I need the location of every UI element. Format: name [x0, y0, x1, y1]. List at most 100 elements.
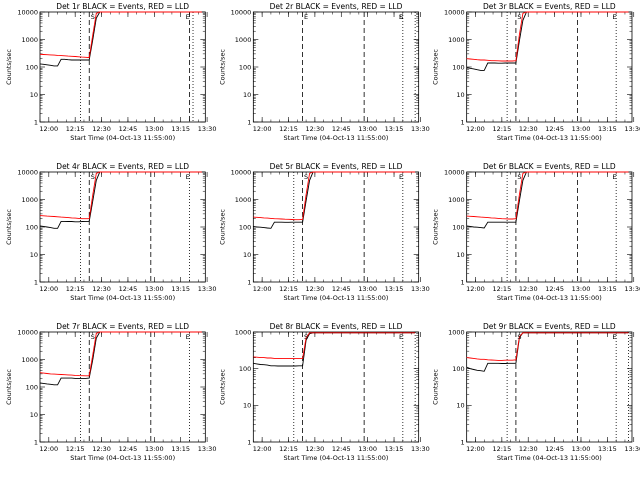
x-tick-label: 12:45	[545, 125, 564, 133]
x-tick-label: 13:00	[145, 125, 164, 133]
x-tick-label: 13:30	[198, 125, 217, 133]
x-tick-label: 12:00	[39, 125, 58, 133]
chart-title: Det 7r BLACK = Events, RED = LLD	[56, 322, 189, 331]
x-tick-label: 12:45	[119, 445, 138, 453]
y-tick-label: 100	[452, 63, 464, 71]
plot-frame	[252, 171, 420, 283]
chart-panel-4: Det 4r BLACK = Events, RED = LLD 1 10 100 10…	[5, 162, 216, 302]
x-tick-label: 13:15	[385, 125, 404, 133]
y-tick-label: 1000	[448, 196, 465, 204]
x-tick-label: 12:30	[306, 125, 325, 133]
x-tick-label: 13:15	[598, 125, 617, 133]
x-tick-label: 13:15	[385, 445, 404, 453]
series-line-lld	[39, 11, 202, 59]
mark-label: S	[517, 333, 521, 341]
series-line-events	[466, 11, 629, 71]
plot-frame	[466, 331, 633, 443]
x-tick-label: 13:00	[358, 285, 377, 293]
y-tick-label: 10000	[17, 328, 38, 336]
y-tick-label: 10	[243, 402, 251, 410]
mark-label: S	[91, 173, 95, 181]
x-tick-label: 13:30	[624, 285, 640, 293]
series-line-events	[39, 171, 202, 229]
x-tick-label: 13:15	[385, 285, 404, 293]
series-line-lld	[253, 171, 416, 221]
y-axis-label: Counts/sec	[5, 209, 13, 245]
x-tick-label: 12:30	[519, 445, 538, 453]
x-tick-label: 13:30	[624, 445, 640, 453]
mark-label: S	[517, 13, 521, 21]
y-tick-label: 1	[247, 118, 251, 126]
y-tick-label: 100	[26, 63, 38, 71]
chart-panel-5: Det 5r BLACK = Events, RED = LLD 1 10 100 10…	[218, 162, 429, 302]
x-axis-label: Start Time (04-Oct-13 11:55:00)	[70, 294, 175, 302]
series-line-events	[466, 332, 629, 372]
mark-label: E	[186, 173, 190, 181]
x-tick-label: 13:30	[198, 285, 217, 293]
x-tick-label: 13:00	[572, 125, 591, 133]
x-tick-label: 13:15	[171, 285, 190, 293]
x-tick-label: 12:15	[279, 285, 298, 293]
y-tick-label: 10000	[17, 168, 38, 176]
x-tick-label: 12:00	[253, 285, 272, 293]
mark-label: S	[304, 333, 308, 341]
x-tick-label: 12:15	[279, 125, 298, 133]
x-axis-label: Start Time (04-Oct-13 11:55:00)	[284, 454, 389, 462]
x-tick-label: 12:00	[253, 125, 272, 133]
chart-title: Det 8r BLACK = Events, RED = LLD	[270, 322, 403, 331]
x-tick-label: 12:30	[92, 285, 111, 293]
series-line-lld	[466, 171, 629, 220]
x-tick-label: 12:45	[332, 125, 351, 133]
y-tick-label: 1000	[21, 356, 38, 364]
mark-label: E	[399, 333, 403, 341]
chart-panel-2: Det 2r BLACK = Events, RED = LLD 1 10 100 10…	[218, 2, 429, 142]
chart-panel-1: Det 1r BLACK = Events, RED = LLD 1 10 100 10…	[5, 2, 216, 142]
chart-title: Det 2r BLACK = Events, RED = LLD	[270, 2, 403, 11]
mark-label: S	[517, 173, 521, 181]
y-tick-label: 1000	[235, 328, 252, 336]
x-tick-label: 13:15	[171, 125, 190, 133]
mark-label: E	[612, 173, 616, 181]
y-tick-label: 10000	[231, 8, 252, 16]
mark-label: S	[91, 13, 95, 21]
chart-title: Det 1r BLACK = Events, RED = LLD	[56, 2, 189, 11]
series-line-events	[39, 11, 202, 67]
x-tick-label: 12:00	[466, 445, 485, 453]
x-tick-label: 13:15	[598, 445, 617, 453]
x-tick-label: 13:30	[411, 445, 430, 453]
chart-panel-9: Det 9r BLACK = Events, RED = LLD 1 10 100 10…	[432, 322, 640, 462]
y-tick-label: 100	[452, 365, 464, 373]
x-tick-label: 13:00	[145, 285, 164, 293]
y-tick-label: 10000	[17, 8, 38, 16]
chart-panel-3: Det 3r BLACK = Events, RED = LLD 1 10 100 10…	[432, 2, 640, 142]
x-tick-label: 12:45	[545, 285, 564, 293]
series-line-lld	[39, 331, 202, 377]
series-line-events	[39, 331, 202, 386]
x-tick-label: 13:00	[572, 445, 591, 453]
series-line-events	[253, 332, 416, 367]
x-tick-label: 12:30	[519, 125, 538, 133]
x-tick-label: 13:15	[171, 445, 190, 453]
chart-panel-6: Det 6r BLACK = Events, RED = LLD 1 10 100 10…	[432, 162, 640, 302]
chart-title: Det 9r BLACK = Events, RED = LLD	[483, 322, 616, 331]
x-axis-label: Start Time (04-Oct-13 11:55:00)	[284, 294, 389, 302]
x-tick-label: 12:00	[39, 285, 58, 293]
y-axis-label: Counts/sec	[432, 49, 440, 85]
y-tick-label: 1	[461, 438, 465, 446]
plot-frame	[466, 11, 633, 123]
chart-title: Det 5r BLACK = Events, RED = LLD	[270, 162, 403, 171]
y-tick-label: 100	[239, 223, 251, 231]
x-tick-label: 12:30	[306, 285, 325, 293]
x-tick-label: 12:30	[92, 445, 111, 453]
y-axis-label: Counts/sec	[432, 369, 440, 405]
y-tick-label: 10	[456, 251, 464, 259]
x-axis-label: Start Time (04-Oct-13 11:55:00)	[497, 134, 602, 142]
series-line-events	[466, 171, 629, 229]
chart-title: Det 3r BLACK = Events, RED = LLD	[483, 2, 616, 11]
series-line-lld	[466, 332, 629, 361]
y-tick-label: 10000	[231, 168, 252, 176]
x-axis-label: Start Time (04-Oct-13 11:55:00)	[70, 454, 175, 462]
y-tick-label: 1000	[21, 196, 38, 204]
y-tick-label: 1	[34, 438, 38, 446]
